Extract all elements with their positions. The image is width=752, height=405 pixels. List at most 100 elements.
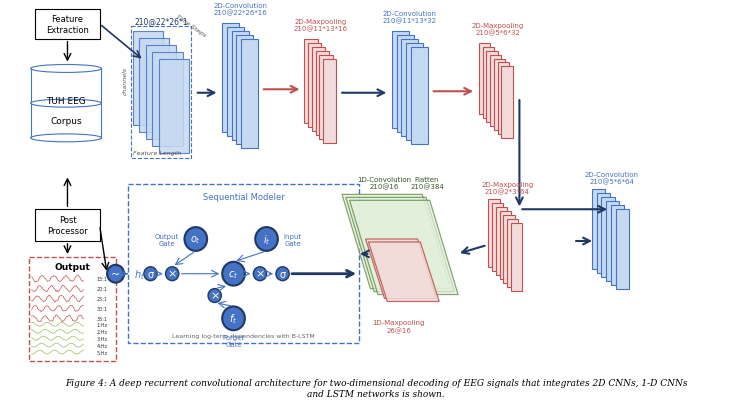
Bar (227, 28, 244, 136)
Text: and LSTM networks is shown.: and LSTM networks is shown. (307, 389, 445, 398)
Text: Feature Length: Feature Length (133, 151, 181, 156)
Bar (320, 55, 332, 139)
Bar (487, 51, 498, 123)
Bar (35, 210, 99, 241)
Circle shape (208, 289, 221, 303)
Text: Time Steps: Time Steps (175, 13, 207, 38)
Text: σ: σ (147, 269, 153, 279)
Text: ×: × (255, 269, 265, 279)
Bar (402, 40, 418, 136)
Bar (236, 36, 253, 145)
Text: 2D-Convolution
210@5*6*64: 2D-Convolution 210@5*6*64 (585, 171, 639, 185)
Bar (502, 67, 513, 139)
Circle shape (222, 262, 245, 286)
Circle shape (255, 228, 278, 251)
Bar (496, 208, 507, 275)
Text: ×: × (210, 291, 220, 301)
Text: Learning log-term dependencies with B-LSTM: Learning log-term dependencies with B-LS… (172, 333, 315, 338)
Bar (153, 53, 183, 147)
Bar (241, 40, 258, 148)
Text: 1:Hz: 1:Hz (97, 322, 108, 327)
Text: Feature
Extraction: Feature Extraction (46, 15, 89, 34)
Text: $i_t$: $i_t$ (262, 232, 270, 246)
Polygon shape (346, 198, 454, 292)
Polygon shape (365, 239, 436, 299)
Text: 20:1: 20:1 (97, 286, 108, 291)
Text: Flatten
210@384: Flatten 210@384 (410, 176, 444, 190)
Polygon shape (368, 242, 439, 302)
Text: $f_t$: $f_t$ (229, 312, 238, 326)
Bar (308, 44, 321, 128)
Bar (511, 224, 522, 291)
Text: 4:Hz: 4:Hz (97, 343, 108, 348)
Bar (316, 51, 329, 136)
Circle shape (253, 267, 266, 281)
Bar (490, 55, 502, 127)
Text: 2D-Convolution
210@11*13*32: 2D-Convolution 210@11*13*32 (383, 11, 437, 25)
Bar (305, 40, 317, 124)
Circle shape (165, 267, 179, 281)
Polygon shape (342, 195, 450, 289)
Bar (488, 200, 499, 267)
Text: 2D-Maxpooling
210@2*3*64: 2D-Maxpooling 210@2*3*64 (481, 181, 533, 195)
Text: Post
Processor: Post Processor (47, 216, 88, 235)
Bar (146, 45, 176, 139)
Text: 2D-Convolution
210@22*26*16: 2D-Convolution 210@22*26*16 (213, 3, 267, 17)
Bar (406, 44, 423, 141)
Bar (392, 32, 409, 129)
Text: $o_t$: $o_t$ (190, 234, 202, 245)
Text: 25:1: 25:1 (97, 296, 108, 301)
Text: TUH EEG: TUH EEG (46, 96, 86, 105)
Circle shape (222, 307, 245, 330)
Text: 30:1: 30:1 (97, 306, 108, 311)
Bar (498, 63, 509, 134)
Text: 1D-Maxpooling
26@16: 1D-Maxpooling 26@16 (372, 320, 425, 333)
Bar (131, 27, 191, 158)
Text: 15:1: 15:1 (97, 277, 108, 281)
Bar (597, 194, 610, 273)
Circle shape (276, 267, 290, 281)
Bar (312, 47, 325, 132)
Bar (503, 216, 514, 283)
Ellipse shape (31, 65, 102, 73)
Text: Corpus: Corpus (50, 116, 82, 125)
Bar (602, 198, 614, 277)
Bar (29, 257, 116, 361)
Text: 35:1: 35:1 (97, 316, 108, 321)
Text: channels: channels (123, 66, 128, 94)
Bar (592, 190, 605, 269)
Text: Figure 4: A deep recurrent convolutional architecture for two-dimensional decodi: Figure 4: A deep recurrent convolutional… (65, 378, 687, 387)
Text: 2D-Maxpooling
210@11*13*16: 2D-Maxpooling 210@11*13*16 (293, 19, 347, 32)
Text: 210@22*26*1: 210@22*26*1 (134, 17, 188, 26)
Text: 2:Hz: 2:Hz (97, 329, 108, 334)
Text: $h_t$: $h_t$ (134, 267, 144, 281)
Bar (507, 220, 518, 287)
Ellipse shape (31, 100, 102, 108)
Bar (232, 32, 249, 141)
Text: Forget
Gate: Forget Gate (223, 334, 244, 347)
Text: ×: × (168, 269, 177, 279)
Bar (606, 202, 620, 281)
Bar (323, 60, 336, 143)
Bar (499, 212, 511, 279)
Circle shape (144, 267, 157, 281)
Bar (31, 69, 102, 139)
Text: 2D-Maxpooling
210@5*6*32: 2D-Maxpooling 210@5*6*32 (472, 23, 524, 36)
Circle shape (184, 228, 207, 251)
Bar (397, 36, 414, 132)
Text: Sequential Modeler: Sequential Modeler (202, 192, 284, 201)
Bar (483, 47, 494, 119)
Text: $c_t$: $c_t$ (229, 268, 238, 280)
Text: Output
Gate: Output Gate (155, 233, 179, 246)
Bar (616, 210, 629, 289)
Bar (139, 38, 169, 132)
Bar (35, 10, 99, 40)
Text: Input
Gate: Input Gate (284, 233, 302, 246)
Circle shape (107, 265, 124, 283)
Text: 3:Hz: 3:Hz (97, 336, 108, 341)
Polygon shape (350, 201, 458, 295)
Text: 1D-Convolution
210@16: 1D-Convolution 210@16 (357, 176, 411, 190)
Bar (128, 185, 359, 343)
Bar (132, 32, 162, 126)
Bar (492, 204, 503, 271)
